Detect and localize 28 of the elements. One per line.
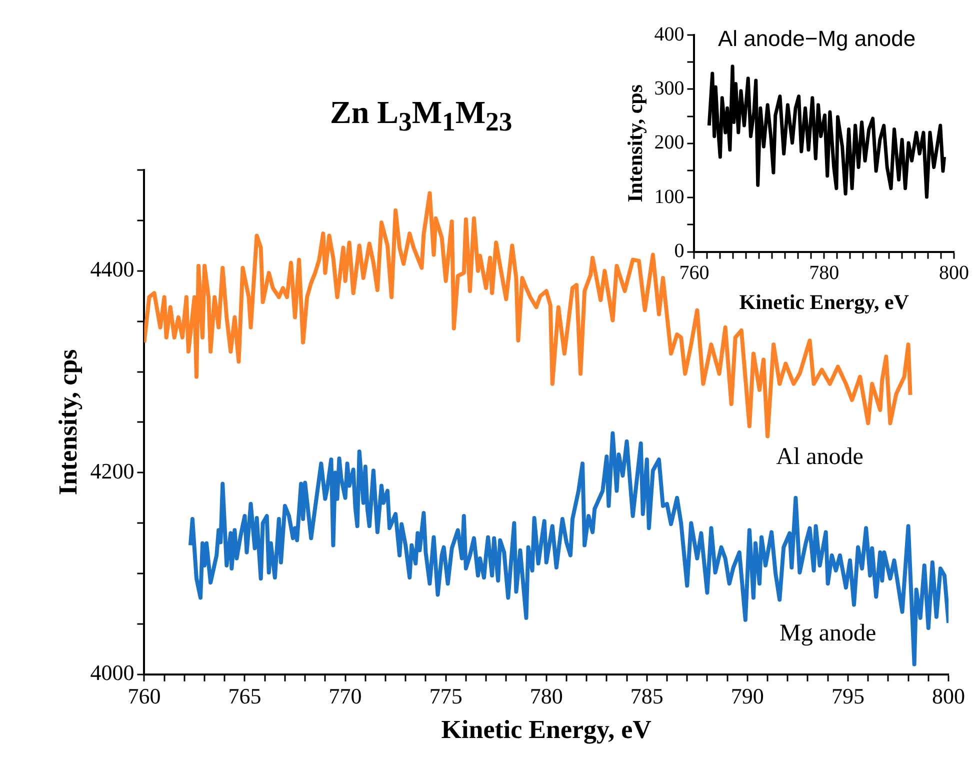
x-tick-label: 790 [730,683,764,708]
y-tick-label: 300 [654,77,684,100]
x-axis-title: Kinetic Energy, eV [739,290,909,314]
x-tick-label: 800 [939,262,969,284]
x-axis-title: Kinetic Energy, eV [441,715,652,744]
y-tick-label: 100 [654,186,684,208]
series-label: Al anode [776,444,864,470]
x-tick-label: 765 [228,683,262,708]
x-tick-label: 760 [679,262,710,284]
y-axis-title: Intensity, cps [623,84,648,202]
chart-title: Zn L$_{3}$M$_{1}$M$_{23}$ [330,94,512,138]
y-tick-label: 4200 [90,458,134,484]
x-tick-label: 785 [630,683,664,708]
y-tick-label: 4400 [90,256,134,282]
y-axis-title: Intensity, cps [53,349,82,496]
x-tick-label: 760 [128,683,161,708]
x-tick-label: 800 [932,683,965,708]
y-tick-label: 0 [674,240,684,262]
y-tick-label: 400 [654,23,684,46]
series-label: Mg anode [780,620,876,646]
x-tick-label: 780 [530,683,563,708]
y-tick-label: 200 [654,132,684,154]
x-tick-label: 795 [831,683,864,708]
chart-title: Al anode−Mg anode [718,26,916,52]
x-tick-label: 775 [429,683,462,708]
x-tick-label: 780 [809,262,840,284]
y-tick-label: 4000 [90,660,134,686]
x-tick-label: 770 [328,683,362,708]
